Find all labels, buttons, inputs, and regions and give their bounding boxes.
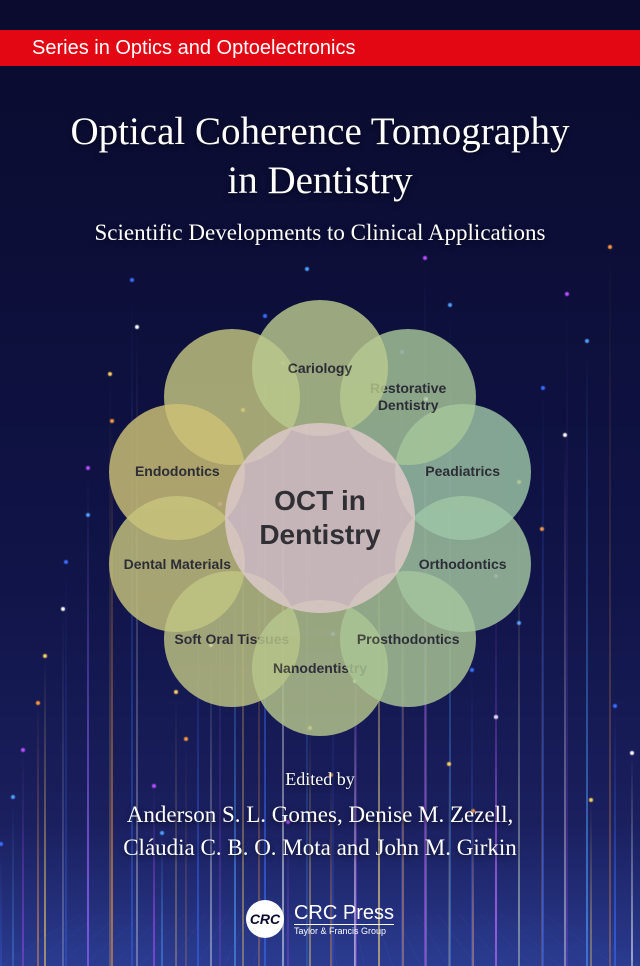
publisher-sub: Taylor & Francis Group xyxy=(294,924,394,937)
series-band: Series in Optics and Optoelectronics xyxy=(0,30,640,66)
publisher-block: CRC CRC Press Taylor & Francis Group xyxy=(246,900,394,938)
publisher-text: CRC Press Taylor & Francis Group xyxy=(294,902,394,937)
topics-diagram: EndodonticsDental MaterialsSoft Oral Tis… xyxy=(100,298,540,738)
book-title: Optical Coherence Tomography in Dentistr… xyxy=(30,108,610,206)
editors-line-2: Cláudia C. B. O. Mota and John M. Girkin xyxy=(0,831,640,864)
book-cover: Series in Optics and Optoelectronics Opt… xyxy=(0,0,640,966)
book-subtitle: Scientific Developments to Clinical Appl… xyxy=(30,220,610,246)
editors-line-1: Anderson S. L. Gomes, Denise M. Zezell, xyxy=(0,798,640,831)
title-line-2: in Dentistry xyxy=(227,159,412,202)
publisher-name: CRC Press xyxy=(294,902,394,924)
crc-badge-text: CRC xyxy=(250,911,280,927)
diagram-petal: Cariology xyxy=(252,300,388,436)
title-line-1: Optical Coherence Tomography xyxy=(70,110,569,153)
editors-block: Edited by Anderson S. L. Gomes, Denise M… xyxy=(0,766,640,865)
series-label: Series in Optics and Optoelectronics xyxy=(32,37,356,60)
edited-by-label: Edited by xyxy=(0,766,640,792)
diagram-center: OCT in Dentistry xyxy=(225,423,415,613)
diagram-center-label: OCT in Dentistry xyxy=(225,484,415,551)
title-block: Optical Coherence Tomography in Dentistr… xyxy=(0,108,640,246)
crc-logo-icon: CRC xyxy=(246,900,284,938)
